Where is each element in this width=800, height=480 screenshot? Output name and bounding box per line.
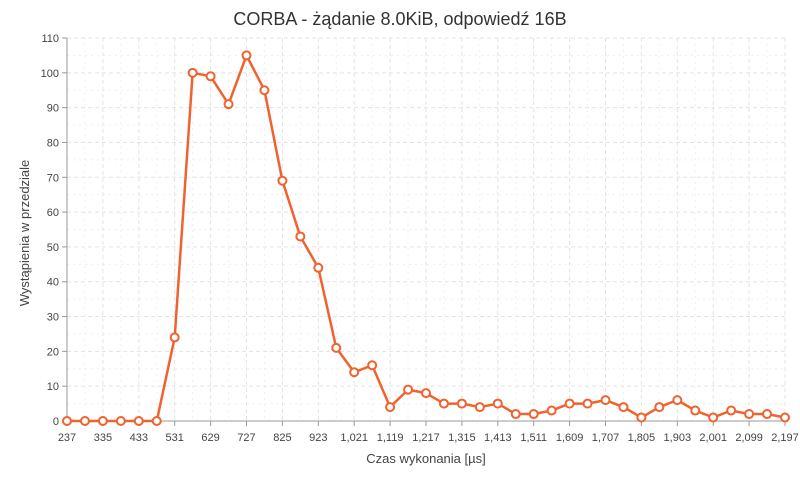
data-point: [205, 71, 216, 82]
data-point: [492, 398, 503, 409]
data-point: [259, 85, 270, 96]
chart-title: CORBA - żądanie 8.0KiB, odpowiedź 16B: [233, 9, 566, 29]
x-tick-label: 237: [58, 432, 76, 444]
y-tick-label: 90: [47, 103, 59, 115]
data-point: [474, 402, 485, 413]
data-point: [600, 395, 611, 406]
data-point: [62, 416, 72, 426]
x-tick-label: 825: [273, 432, 291, 444]
y-tick-label: 70: [47, 172, 59, 184]
data-point: [528, 409, 539, 420]
data-point: [564, 398, 575, 409]
y-tick-label: 20: [47, 346, 59, 358]
x-axis-label: Czas wykonania [µs]: [366, 451, 485, 466]
y-tick-label: 10: [47, 381, 59, 393]
data-point: [744, 409, 755, 420]
data-point: [97, 416, 108, 426]
y-axis: 0 10 20 30 40 50 60 70 80 90 100 110: [41, 33, 68, 428]
data-point: [151, 416, 162, 426]
y-tick-label: 100: [41, 68, 59, 80]
data-point: [708, 412, 719, 423]
x-tick-label: 1,805: [628, 432, 656, 444]
data-point: [115, 416, 126, 426]
data-point: [582, 398, 593, 409]
y-tick-label: 40: [47, 277, 59, 289]
data-point: [762, 409, 773, 420]
x-tick-label: 629: [201, 432, 219, 444]
data-point: [618, 402, 629, 413]
x-tick-label: 1,119: [377, 432, 404, 444]
x-tick-label: 1,315: [448, 432, 476, 444]
data-point: [169, 332, 180, 343]
x-tick-label: 2,197: [771, 432, 799, 444]
data-point: [654, 402, 665, 413]
data-point: [331, 342, 342, 353]
data-point: [421, 388, 431, 399]
y-tick-label: 30: [47, 312, 59, 324]
data-series: [62, 50, 790, 426]
x-tick-label: 727: [237, 432, 255, 444]
data-point: [367, 360, 378, 371]
x-tick-label: 1,217: [412, 432, 440, 444]
data-point: [133, 416, 144, 426]
data-point: [438, 398, 449, 409]
data-point: [277, 175, 288, 186]
data-point: [546, 405, 557, 416]
data-point: [241, 50, 252, 61]
data-point: [636, 412, 647, 423]
data-point: [223, 99, 234, 110]
data-point: [403, 384, 414, 395]
data-point: [456, 398, 467, 409]
x-tick-label: 531: [166, 432, 184, 444]
x-tick-label: 2,001: [699, 432, 727, 444]
x-tick-label: 923: [309, 432, 327, 444]
data-point: [780, 412, 790, 423]
x-tick-label: 1,903: [664, 432, 692, 444]
y-tick-label: 50: [47, 242, 59, 254]
data-point: [510, 409, 521, 420]
data-point: [313, 262, 324, 273]
data-point: [295, 231, 306, 242]
x-axis: 237 335 433 531 629 727 825 923 1,021 1,119 1,217 1…: [58, 420, 799, 444]
data-point: [187, 67, 198, 78]
x-tick-label: 1,021: [340, 432, 368, 444]
data-point: [690, 405, 701, 416]
grid-lines: [66, 37, 786, 422]
x-tick-label: 1,707: [592, 432, 620, 444]
x-tick-label: 433: [130, 432, 148, 444]
x-tick-label: 1,609: [556, 432, 584, 444]
data-point: [726, 405, 737, 416]
y-tick-label: 60: [47, 207, 59, 219]
data-point: [79, 416, 90, 426]
y-tick-label: 110: [41, 33, 59, 45]
data-point: [349, 367, 360, 378]
y-tick-label: 0: [53, 416, 59, 428]
x-tick-label: 1,413: [484, 432, 512, 444]
x-tick-label: 335: [94, 432, 112, 444]
x-tick-label: 1,511: [520, 432, 547, 444]
data-point: [672, 395, 683, 406]
y-tick-label: 80: [47, 137, 59, 149]
data-point: [385, 402, 396, 413]
y-axis-label: Wystąpienia w przedziale: [17, 160, 32, 307]
x-tick-label: 2,099: [735, 432, 763, 444]
